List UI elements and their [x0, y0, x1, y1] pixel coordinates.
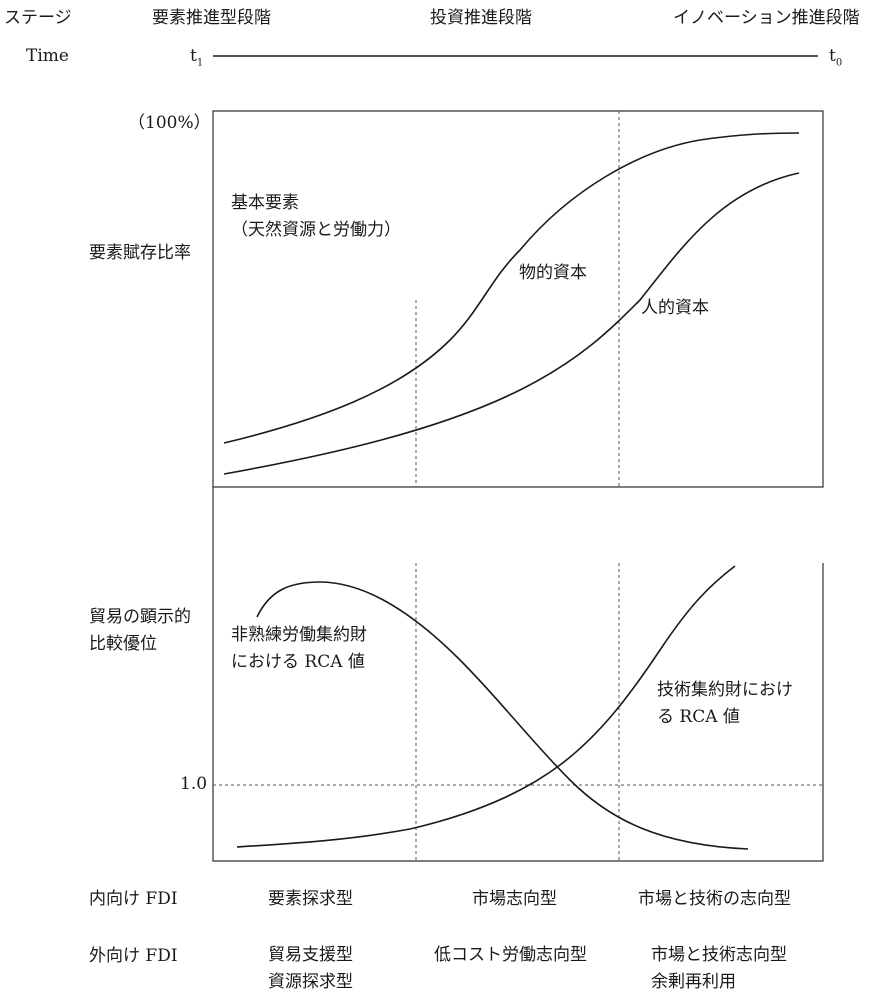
inward-fdi-stage-1: 要素探求型: [268, 889, 353, 909]
factor-endowment-axis-label: 要素賦存比率: [89, 243, 191, 263]
stage-label: ステージ: [4, 8, 72, 28]
percent-label: （100%）: [128, 113, 211, 133]
inward-fdi-stage-2: 市場志向型: [472, 889, 557, 909]
time-end-label: t0: [829, 46, 843, 69]
inward-fdi-label: 内向け FDI: [89, 889, 178, 909]
outward-fdi-stage-1: 貿易支援型 資源探求型: [268, 945, 353, 992]
unskilled-labor-rca-curve: [256, 581, 749, 850]
inward-fdi-stage-3: 市場と技術の志向型: [638, 889, 791, 909]
human-capital-label: 人的資本: [641, 298, 709, 318]
stage-innovation-driven: イノベーション推進段階: [673, 8, 860, 28]
outward-fdi-stage-2: 低コスト労働志向型: [434, 945, 587, 965]
unskilled-labor-rca-label: 非熟練労働集約財 における RCA 値: [231, 625, 367, 672]
rca-reference-value: 1.0: [180, 774, 208, 794]
time-label: Time: [26, 46, 69, 66]
stage-factor-driven: 要素推進型段階: [152, 8, 271, 28]
basic-factor-label: 基本要素 （天然資源と労働力）: [231, 193, 401, 240]
tech-intensive-rca-label: 技術集約財におけ る RCA 値: [657, 680, 793, 727]
tech-intensive-rca-curve: [236, 565, 736, 848]
time-start-label: t1: [190, 46, 204, 69]
physical-capital-label: 物的資本: [519, 263, 587, 283]
outward-fdi-stage-3: 市場と技術志向型 余剰再利用: [651, 945, 787, 992]
human-capital-curve: [223, 172, 800, 475]
physical-capital-curve: [223, 132, 800, 444]
outward-fdi-label: 外向け FDI: [89, 946, 178, 966]
rca-axis-label: 貿易の顕示的 比較優位: [89, 607, 191, 654]
bottom-panel-frame: [212, 487, 824, 862]
stage-investment-driven: 投資推進段階: [430, 8, 532, 28]
top-panel-frame: [212, 110, 824, 488]
